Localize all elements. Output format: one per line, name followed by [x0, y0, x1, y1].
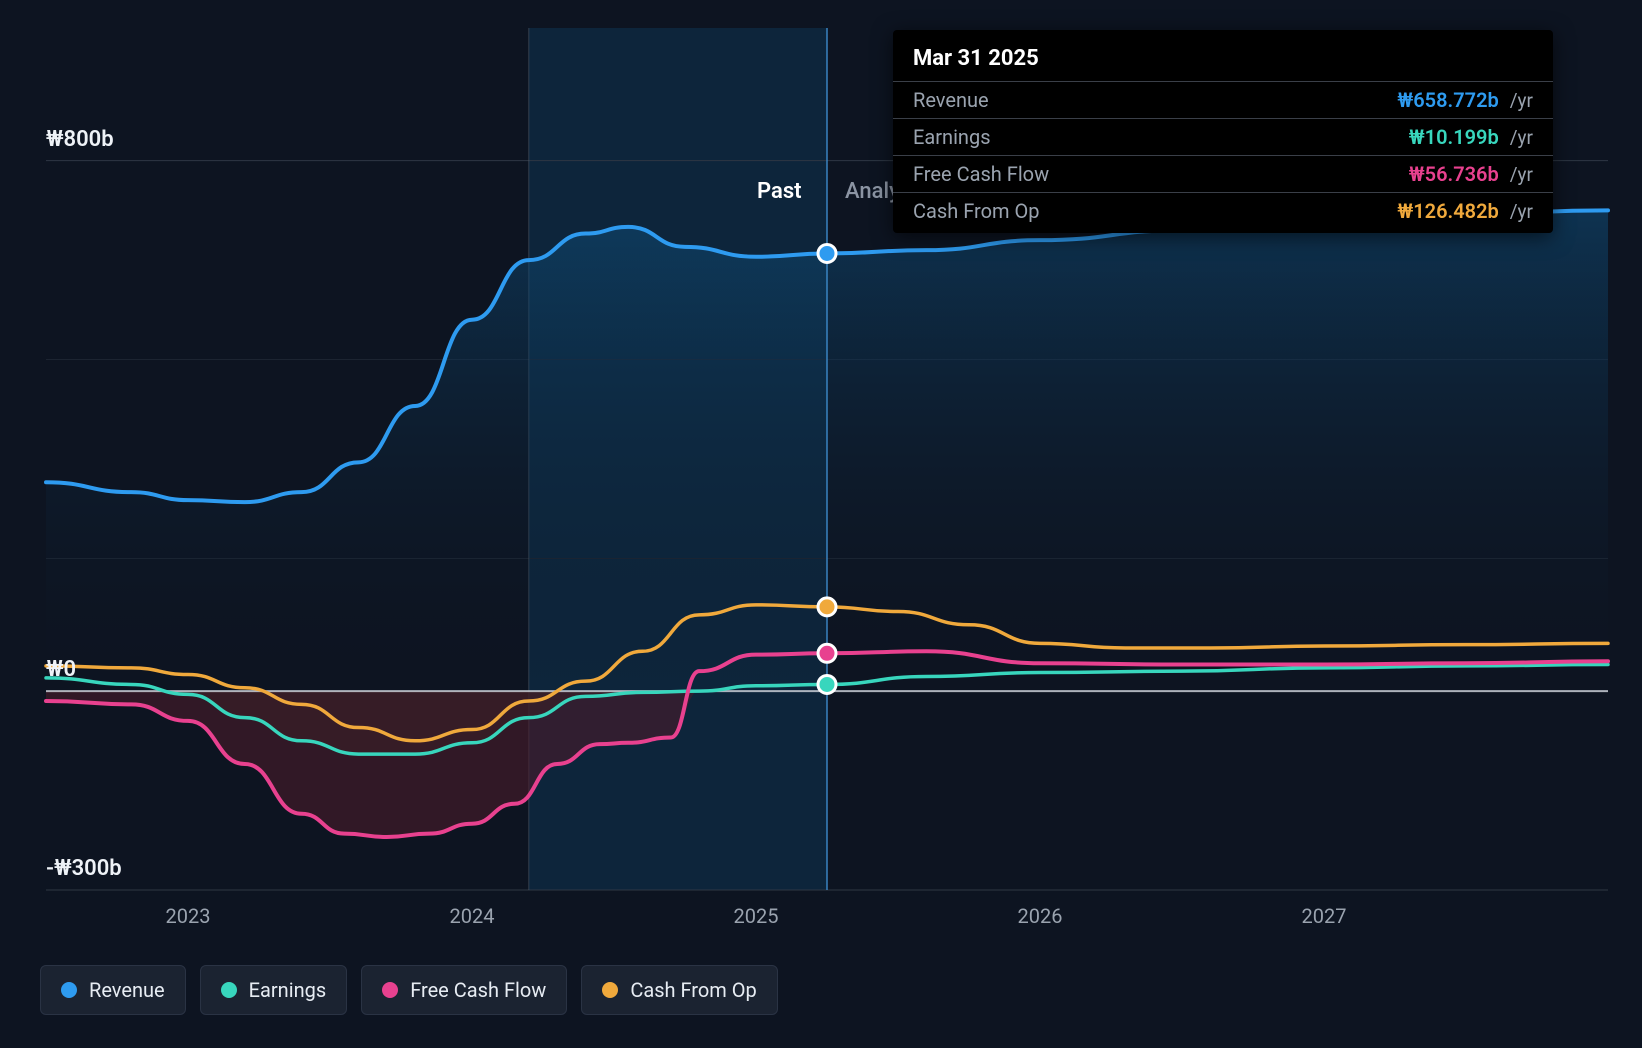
legend-label: Cash From Op	[630, 978, 756, 1002]
tooltip-unit: /yr	[1510, 126, 1533, 149]
legend-dot-icon	[221, 982, 237, 998]
tooltip-value: ₩126.482b	[1397, 199, 1498, 223]
tooltip-value: ₩10.199b	[1409, 125, 1499, 149]
tooltip-label: Cash From Op	[913, 199, 1039, 223]
x-axis-label: 2026	[1018, 904, 1063, 928]
legend-label: Earnings	[249, 978, 327, 1002]
x-axis-label: 2025	[734, 904, 779, 928]
legend-label: Revenue	[89, 978, 165, 1002]
chart-legend: Revenue Earnings Free Cash Flow Cash Fro…	[40, 965, 778, 1015]
tooltip-row-fcf: Free Cash Flow ₩56.736b /yr	[893, 155, 1553, 192]
tooltip-label: Earnings	[913, 125, 991, 149]
tooltip-unit: /yr	[1510, 163, 1533, 186]
tooltip-row-revenue: Revenue ₩658.772b /yr	[893, 81, 1553, 118]
y-axis-label: ₩0	[46, 657, 76, 682]
legend-item-revenue[interactable]: Revenue	[40, 965, 186, 1015]
legend-item-cash-from-op[interactable]: Cash From Op	[581, 965, 777, 1015]
tooltip-unit: /yr	[1510, 200, 1533, 223]
legend-dot-icon	[382, 982, 398, 998]
legend-item-earnings[interactable]: Earnings	[200, 965, 348, 1015]
tooltip-value: ₩658.772b	[1397, 88, 1498, 112]
legend-item-free-cash-flow[interactable]: Free Cash Flow	[361, 965, 567, 1015]
tooltip-date: Mar 31 2025	[893, 42, 1553, 81]
past-period-label: Past	[757, 179, 802, 204]
tooltip-label: Revenue	[913, 88, 989, 112]
legend-dot-icon	[602, 982, 618, 998]
tooltip-row-earnings: Earnings ₩10.199b /yr	[893, 118, 1553, 155]
tooltip-unit: /yr	[1510, 89, 1533, 112]
data-tooltip: Mar 31 2025 Revenue ₩658.772b /yr Earnin…	[893, 30, 1553, 233]
tooltip-row-cfo: Cash From Op ₩126.482b /yr	[893, 192, 1553, 229]
tooltip-value: ₩56.736b	[1409, 162, 1499, 186]
legend-dot-icon	[61, 982, 77, 998]
legend-label: Free Cash Flow	[410, 978, 546, 1002]
x-axis-label: 2027	[1302, 904, 1347, 928]
financials-chart: ₩800b ₩0 -₩300b 2023 2024 2025 2026 2027…	[0, 0, 1642, 1048]
tooltip-label: Free Cash Flow	[913, 162, 1049, 186]
x-axis-label: 2024	[450, 904, 495, 928]
y-axis-label: -₩300b	[46, 856, 122, 881]
x-axis-label: 2023	[166, 904, 211, 928]
y-axis-label: ₩800b	[46, 127, 114, 152]
